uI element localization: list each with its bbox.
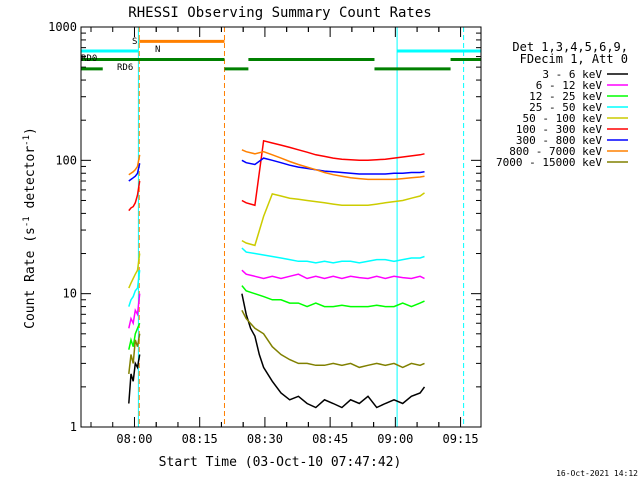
x-tick-label: 08:45 bbox=[312, 432, 348, 446]
chart-title: RHESSI Observing Summary Count Rates bbox=[128, 5, 431, 21]
y-tick-label: 100 bbox=[55, 153, 77, 167]
series-line bbox=[128, 322, 141, 350]
legend-header: FDecim 1, Att 0 bbox=[520, 52, 628, 66]
series-line bbox=[128, 293, 141, 329]
x-tick-label: 09:00 bbox=[377, 432, 413, 446]
legend-entry-label: 3 - 6 keV bbox=[542, 68, 602, 81]
y-tick-label: 1000 bbox=[48, 20, 77, 34]
legend-entry-label: 6 - 12 keV bbox=[536, 79, 603, 92]
legend-header: Det 1,3,4,5,6,9, bbox=[512, 40, 628, 54]
series-line bbox=[241, 247, 425, 264]
x-tick-label: 09:15 bbox=[443, 432, 479, 446]
plot-frame bbox=[80, 26, 482, 428]
series-line bbox=[241, 192, 425, 247]
y-axis-label: Count Rate (s-1 detector-1) bbox=[22, 127, 38, 329]
y-axis-label-main: Count Rate (s bbox=[23, 227, 38, 329]
y-tick-labels: 1 10 100 1000 bbox=[48, 20, 77, 434]
marker-lines bbox=[137, 27, 465, 427]
x-tick-labels: 08:00 08:15 08:30 08:45 09:00 09:15 bbox=[116, 432, 478, 446]
x-tick-label: 08:30 bbox=[247, 432, 283, 446]
series-line bbox=[128, 354, 141, 404]
series-line bbox=[241, 285, 425, 308]
x-tick-label: 08:15 bbox=[182, 432, 218, 446]
status-bar-label: S bbox=[132, 37, 137, 47]
series-line bbox=[241, 139, 425, 207]
series-line bbox=[241, 149, 425, 181]
x-axis-label: Start Time (03-Oct-10 07:47:42) bbox=[159, 455, 402, 470]
series-line bbox=[241, 157, 425, 175]
series-line bbox=[241, 293, 426, 409]
legend-entry-label: 100 - 300 keV bbox=[516, 123, 602, 136]
y-axis-label-exp1: -1 bbox=[22, 216, 32, 227]
series-line bbox=[241, 269, 425, 280]
footer-timestamp: 16-Oct-2021 14:12 bbox=[556, 469, 638, 478]
axis-ticks bbox=[81, 26, 481, 428]
series-line bbox=[128, 163, 141, 182]
legend-entry-label: 50 - 100 keV bbox=[523, 112, 603, 125]
legend-entry-label: 800 - 7000 keV bbox=[509, 145, 602, 158]
series-line bbox=[128, 154, 141, 176]
y-axis-label-tail: ) bbox=[23, 127, 38, 135]
x-tick-label: 08:00 bbox=[116, 432, 152, 446]
series-line bbox=[128, 253, 141, 289]
status-bar-label: RD6 bbox=[117, 63, 133, 73]
series-line bbox=[128, 333, 141, 374]
legend-entry-label: 300 - 800 keV bbox=[516, 134, 602, 147]
y-axis-label-exp2: -1 bbox=[22, 135, 32, 146]
status-bar-label: N bbox=[155, 45, 160, 55]
status-bar-label: RD0 bbox=[81, 54, 97, 64]
legend: Det 1,3,4,5,6,9,FDecim 1, Att 0 3 - 6 keV… bbox=[496, 40, 628, 169]
legend-entry-label: 25 - 50 keV bbox=[529, 101, 602, 114]
legend-entry-label: 12 - 25 keV bbox=[529, 90, 602, 103]
status-bars: S N RD0 RD6 bbox=[81, 37, 481, 73]
series-line bbox=[128, 180, 141, 212]
series-lines bbox=[128, 139, 426, 409]
y-tick-label: 10 bbox=[63, 287, 77, 301]
series-line bbox=[241, 309, 425, 369]
y-axis-label-mid: detector bbox=[23, 146, 38, 217]
series-line bbox=[128, 270, 141, 307]
legend-entry-label: 7000 - 15000 keV bbox=[496, 156, 602, 169]
y-tick-label: 1 bbox=[70, 420, 77, 434]
